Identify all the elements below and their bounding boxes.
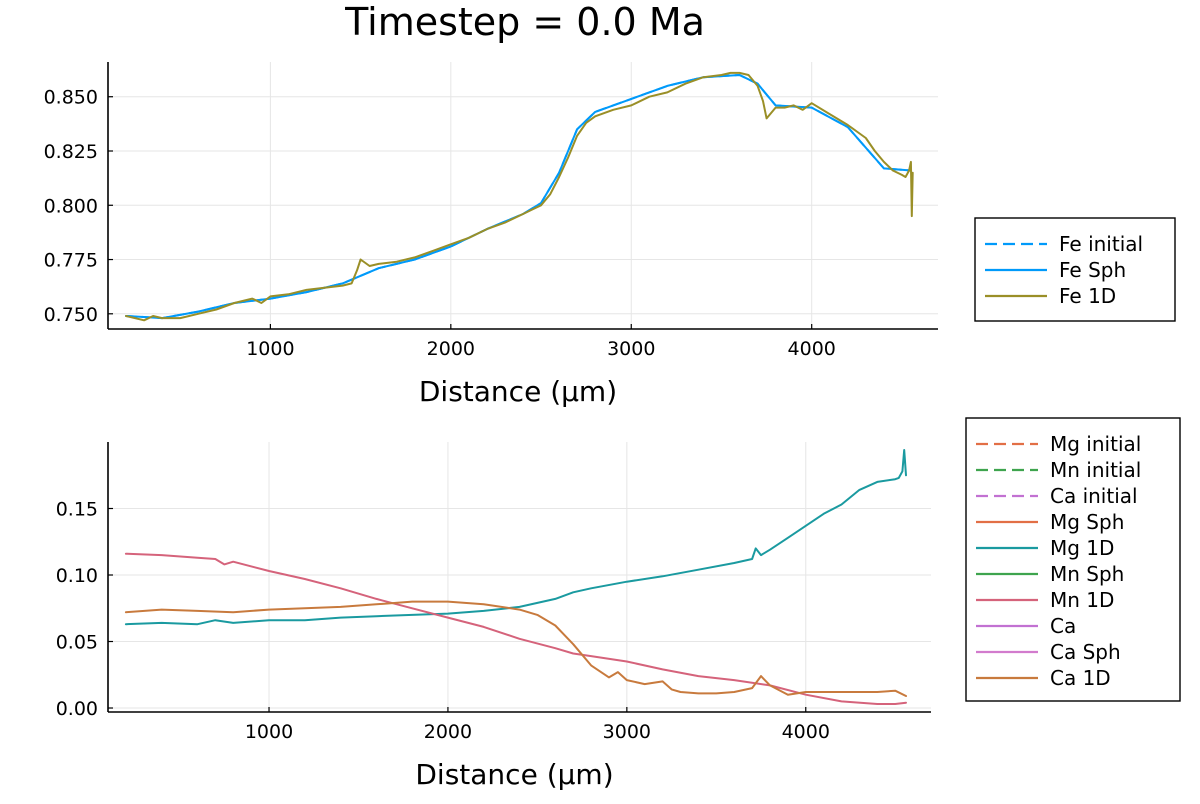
legend-label: Fe Sph	[1059, 258, 1126, 282]
y-tick-label: 0.05	[56, 632, 98, 654]
legend-label: Mg initial	[1050, 432, 1141, 456]
x-tick-label: 3000	[603, 721, 651, 743]
mg-mn-ca-panel: 1000 2000 3000 4000 0.00 0.05 0.10 0.15 Distance…	[56, 417, 1181, 791]
series-line-mn-1d	[124, 552, 907, 705]
legend-label: Ca	[1050, 614, 1076, 638]
legend-label: Mn initial	[1050, 458, 1141, 482]
chart-title: Timestep = 0.0 Ma	[344, 0, 705, 44]
x-tick-label: 1000	[245, 721, 293, 743]
x-axis-label: Distance (μm)	[419, 375, 617, 408]
x-tick-label: 2000	[427, 338, 475, 360]
y-tick-label: 0.775	[44, 250, 98, 272]
legend-label: Mg Sph	[1050, 510, 1124, 534]
y-tick-label: 0.850	[44, 87, 98, 109]
series-line-fe-initial	[125, 74, 912, 320]
x-tick-label: 4000	[782, 721, 830, 743]
y-tick-label: 0.825	[44, 141, 98, 163]
x-axis-label: Distance (μm)	[415, 758, 613, 791]
series-line-mg-1d	[124, 449, 907, 626]
legend-label: Fe 1D	[1059, 284, 1116, 308]
x-tick-label: 4000	[788, 338, 836, 360]
y-tick-label: 0.800	[44, 195, 98, 217]
y-tick-label: 0.00	[56, 698, 98, 720]
fe-panel: 1000 2000 3000 4000 0.750 0.775 0.800 0.825 0.85…	[44, 62, 1176, 408]
legend-label: Ca Sph	[1050, 640, 1121, 664]
legend-box	[965, 417, 1181, 702]
legend-label: Fe initial	[1059, 232, 1143, 256]
y-tick-label: 0.15	[56, 499, 98, 521]
series-line-ca-1d	[124, 600, 907, 697]
x-tick-label: 3000	[607, 338, 655, 360]
series-line-fe-sph	[125, 74, 912, 320]
legend-label: Mn 1D	[1050, 588, 1114, 612]
legend-label: Ca initial	[1050, 484, 1138, 508]
x-tick-label: 1000	[246, 338, 294, 360]
legend-label: Mg 1D	[1050, 536, 1114, 560]
series-line-fe-1d	[125, 71, 914, 322]
y-tick-label: 0.10	[56, 565, 98, 587]
legend-label: Mn Sph	[1050, 562, 1124, 586]
x-tick-label: 2000	[424, 721, 472, 743]
legend-label: Ca 1D	[1050, 666, 1111, 690]
y-tick-label: 0.750	[44, 304, 98, 326]
